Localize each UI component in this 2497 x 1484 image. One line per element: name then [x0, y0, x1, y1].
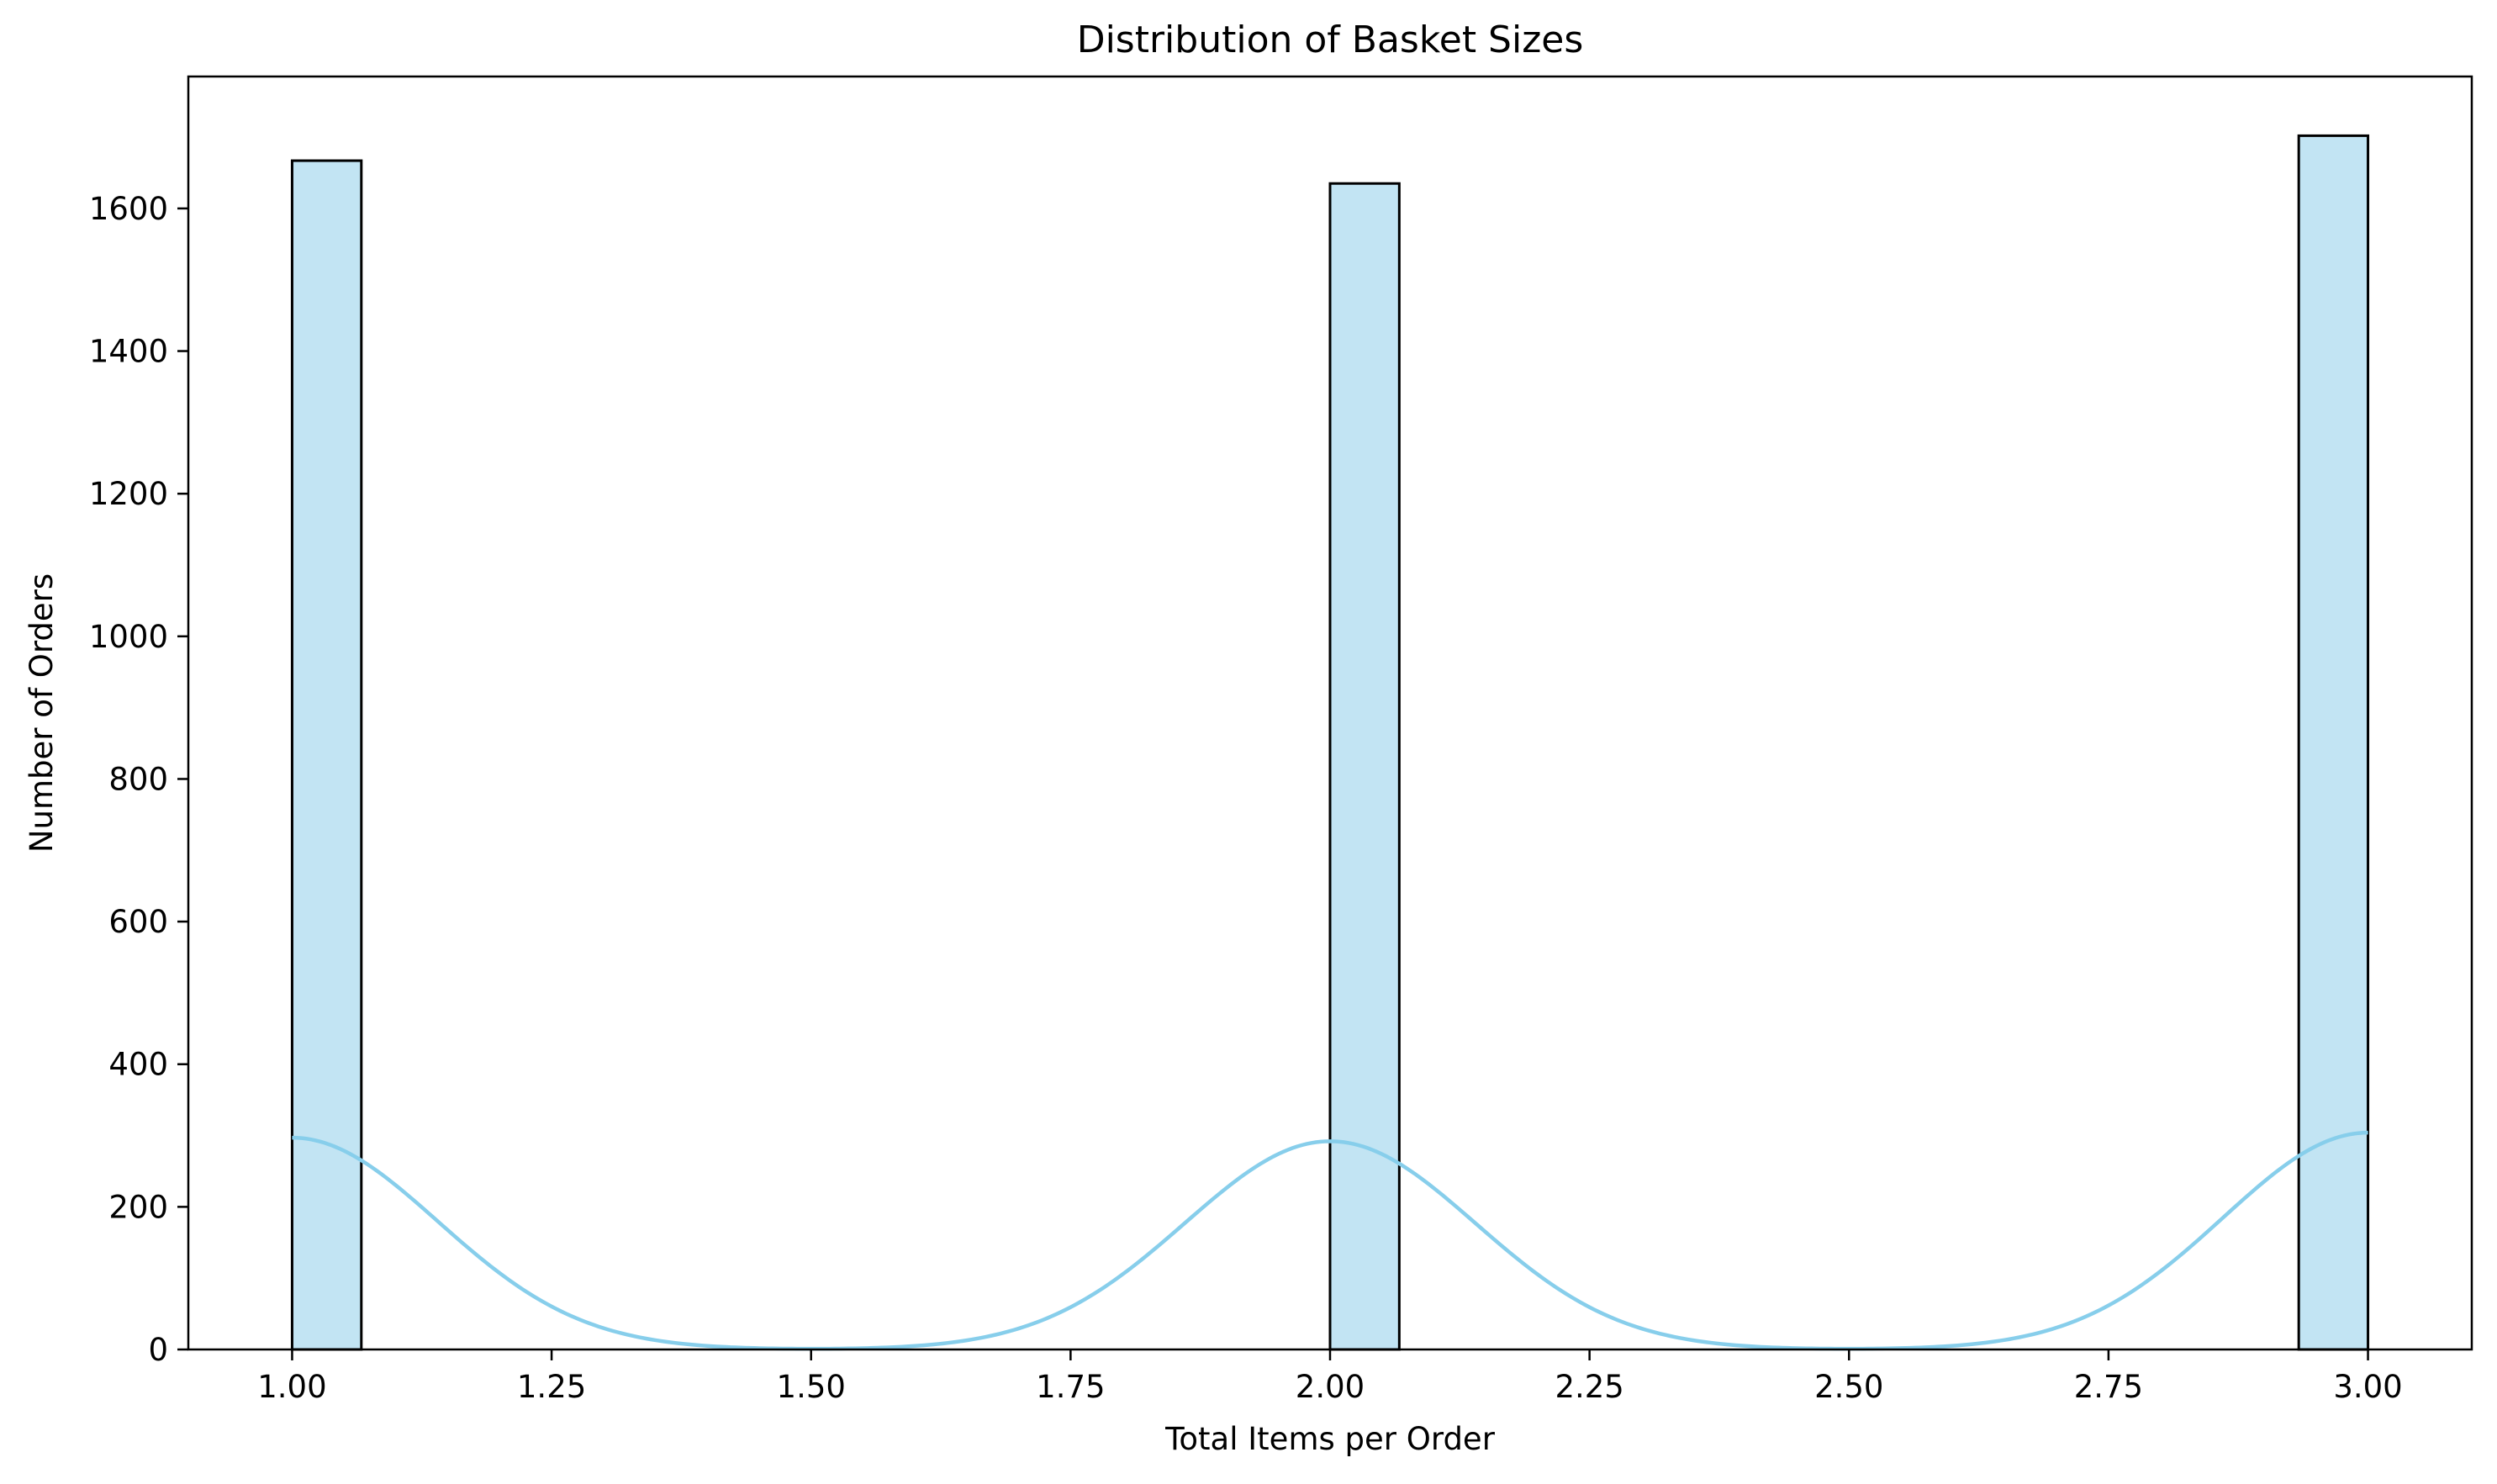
y-tick-label: 400	[108, 1047, 168, 1083]
x-tick-label: 2.25	[1555, 1369, 1623, 1405]
x-tick-label: 2.75	[2074, 1369, 2143, 1405]
plot-area	[290, 134, 2370, 1351]
x-tick-label: 1.50	[777, 1369, 846, 1405]
histogram-bar	[2297, 134, 2370, 1351]
y-tick-label: 600	[108, 904, 168, 940]
y-tick-label: 1400	[89, 334, 168, 370]
kde-curve	[292, 1130, 2368, 1351]
x-tick-label: 3.00	[2333, 1369, 2402, 1405]
y-axis-label: Number of Orders	[24, 573, 60, 853]
x-axis-label: Total Items per Order	[1164, 1421, 1496, 1457]
y-tick-label: 200	[108, 1189, 168, 1225]
y-tick-label: 1200	[89, 476, 168, 512]
y-tick-label: 1600	[89, 191, 168, 227]
chart-title: Distribution of Basket Sizes	[1077, 18, 1584, 61]
histogram-bar	[290, 159, 363, 1351]
y-tick-label: 0	[148, 1332, 168, 1368]
x-tick-label: 1.25	[517, 1369, 586, 1405]
x-tick-label: 2.00	[1296, 1369, 1365, 1405]
x-axis-ticks: 1.00 1.25 1.50 1.75 2.00 2.25 2.50 2.75 3.00	[257, 1349, 2403, 1405]
y-tick-label: 800	[108, 761, 168, 797]
y-axis-ticks: 0 200 400 600 800 1000 1200 1400 1600	[89, 191, 188, 1368]
histogram-bar	[1328, 182, 1401, 1351]
x-tick-label: 2.50	[1814, 1369, 1883, 1405]
x-tick-label: 1.00	[257, 1369, 326, 1405]
x-tick-label: 1.75	[1036, 1369, 1105, 1405]
kde-layer	[292, 1130, 2368, 1351]
y-tick-label: 1000	[89, 619, 168, 655]
